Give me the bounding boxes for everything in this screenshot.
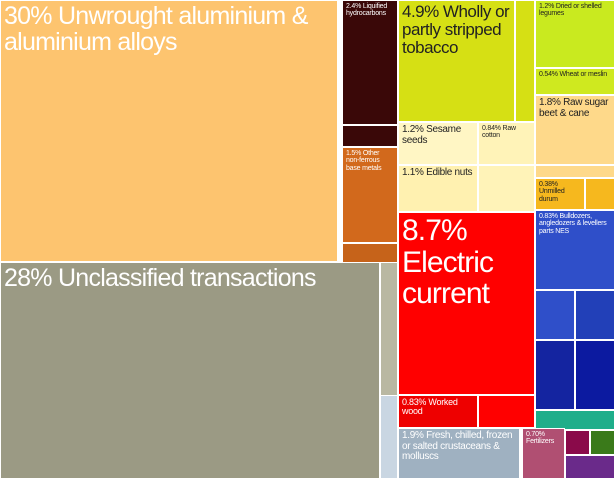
tile xyxy=(380,395,398,479)
treemap-cell: 0.83% Worked wood xyxy=(398,395,478,428)
tile xyxy=(535,410,615,430)
tile xyxy=(585,178,615,210)
tile xyxy=(590,430,615,455)
treemap-cell: 4.9% Wholly or partly stripped tobacco xyxy=(398,0,515,122)
tile xyxy=(565,430,590,455)
treemap-cell: 1.5% Other non-ferrous base metals xyxy=(342,147,398,243)
treemap-cell: 28% Unclassified transactions xyxy=(0,262,380,479)
treemap-cell: 8.7% Electric current xyxy=(398,212,535,395)
treemap-cell: 1.9% Fresh, chilled, frozen or salted cr… xyxy=(398,428,520,479)
treemap-cell: 1.2% Sesame seeds xyxy=(398,122,478,165)
treemap-cell: 30% Unwrought aluminium & aluminium allo… xyxy=(0,0,338,262)
treemap-cell: 1.1% Edible nuts xyxy=(398,165,478,212)
treemap-cell: 2.4% Liquified hydrocarbons xyxy=(342,0,398,125)
treemap-cell: 0.54% Wheat or meslin xyxy=(535,68,615,95)
treemap-cell: 0.84% Raw cotton xyxy=(478,122,535,165)
treemap-cell: 1.2% Dried or shelled legumes xyxy=(535,0,615,68)
tile xyxy=(342,243,398,263)
tile xyxy=(565,455,615,479)
tile xyxy=(478,395,535,428)
treemap-cell: 1.8% Raw sugar beet & cane xyxy=(535,95,615,165)
tile xyxy=(535,290,575,340)
treemap-cell: 0.38% Unmilled durum xyxy=(535,178,585,210)
tile xyxy=(575,290,615,340)
treemap-cell: 0.83% Bulldozers, angledozers & leveller… xyxy=(535,210,615,290)
treemap-cell: 0.70% Fertilizers xyxy=(522,428,565,479)
tile xyxy=(575,340,615,410)
tile xyxy=(515,0,535,122)
tile xyxy=(342,125,398,147)
tile xyxy=(535,165,615,178)
tile xyxy=(478,165,535,212)
tile xyxy=(535,340,575,410)
